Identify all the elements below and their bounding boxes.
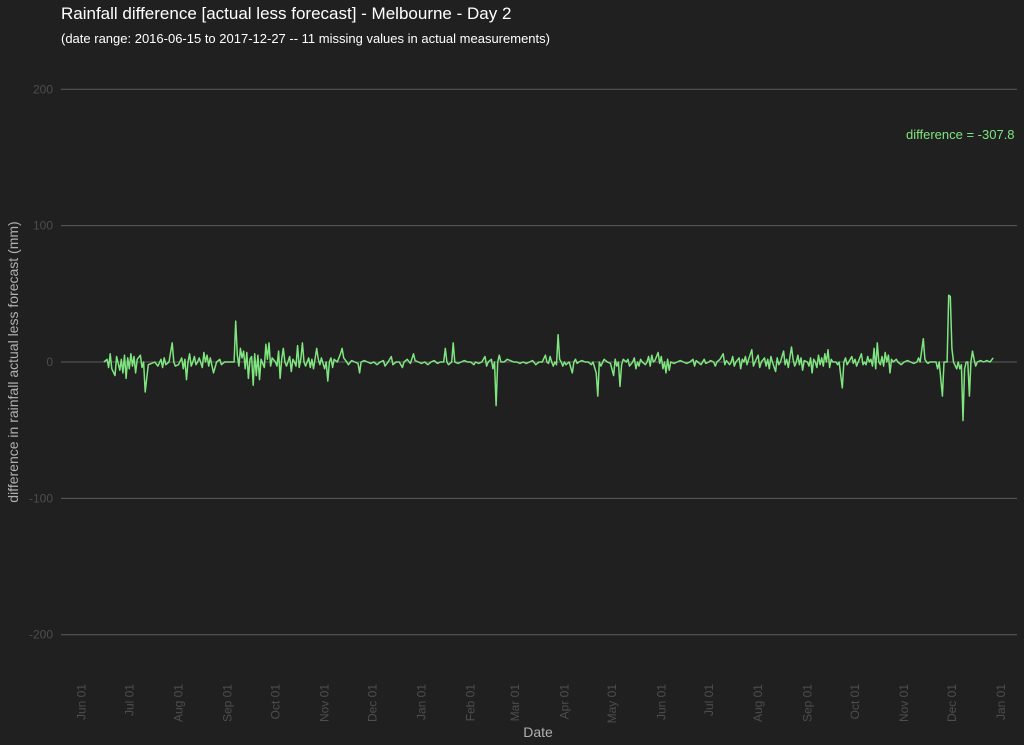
- x-tick-label: Sep 01: [800, 684, 814, 722]
- x-tick-label: Mar 01: [508, 684, 522, 722]
- x-tick-label: Jan 01: [994, 684, 1008, 720]
- chart-subtitle: (date range: 2016-06-15 to 2017-12-27 --…: [61, 31, 550, 46]
- x-axis-label: Date: [523, 724, 553, 740]
- x-tick-label: Jan 01: [414, 684, 428, 720]
- x-tick-label: Apr 01: [557, 684, 571, 720]
- x-tick-label: Feb 01: [464, 684, 478, 722]
- y-tick-label: 0: [46, 355, 53, 369]
- x-tick-label: Nov 01: [897, 684, 911, 722]
- series-line: [103, 294, 994, 422]
- x-tick-label: Dec 01: [945, 684, 959, 722]
- y-tick-label: 100: [33, 219, 53, 233]
- x-tick-label: Jul 01: [702, 684, 716, 716]
- y-tick-label: -100: [29, 491, 53, 505]
- x-tick-label: Nov 01: [318, 684, 332, 722]
- x-tick-label: Aug 01: [751, 684, 765, 722]
- x-tick-label: Jun 01: [75, 684, 89, 720]
- chart-title: Rainfall difference [actual less forecas…: [61, 4, 512, 23]
- y-tick-label: -200: [29, 628, 53, 642]
- x-tick-label: Aug 01: [172, 684, 186, 722]
- y-axis-label: difference in rainfall actual less forec…: [5, 221, 21, 503]
- x-axis-ticks: Jun 01 Jul 01 Aug 01 Sep 01 Oct 01 Nov 01 Dec …: [75, 684, 1008, 724]
- y-tick-label: 200: [33, 82, 53, 96]
- x-tick-label: Oct 01: [848, 684, 862, 720]
- difference-annotation: difference = -307.8: [906, 127, 1015, 142]
- x-tick-label: Sep 01: [221, 684, 235, 722]
- x-tick-label: Jul 01: [122, 684, 136, 716]
- x-tick-label: Oct 01: [268, 684, 282, 720]
- y-axis-ticks: 200 100 0 -100 -200: [29, 82, 53, 641]
- x-tick-label: Dec 01: [365, 684, 379, 722]
- series-layer: [103, 294, 994, 422]
- x-tick-label: May 01: [605, 684, 619, 724]
- x-tick-label: Jun 01: [654, 684, 668, 720]
